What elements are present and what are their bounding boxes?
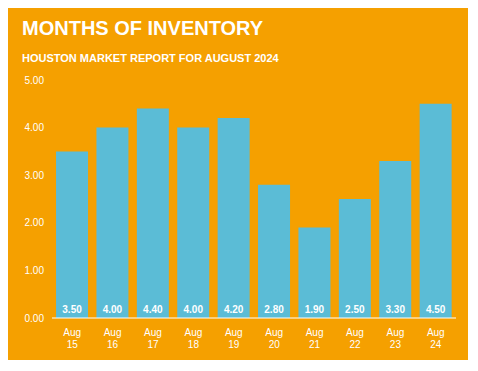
svg-text:Aug20: Aug20 bbox=[265, 327, 283, 350]
svg-text:2.80: 2.80 bbox=[264, 304, 284, 315]
svg-text:4.00: 4.00 bbox=[103, 304, 123, 315]
svg-text:Aug21: Aug21 bbox=[306, 327, 324, 350]
svg-text:1.00: 1.00 bbox=[25, 265, 45, 276]
svg-text:4.50: 4.50 bbox=[426, 304, 446, 315]
svg-text:Aug17: Aug17 bbox=[144, 327, 162, 350]
html-text:MONTHS OF INVENTORY: MONTHS OF INVENTORY bbox=[22, 17, 264, 39]
svg-text:1.90: 1.90 bbox=[305, 304, 325, 315]
svg-text:4.00: 4.00 bbox=[184, 304, 204, 315]
svg-text:Aug18: Aug18 bbox=[185, 327, 203, 350]
svg-text:4.40: 4.40 bbox=[143, 304, 163, 315]
svg-text:3.50: 3.50 bbox=[62, 304, 82, 315]
svg-text:3.30: 3.30 bbox=[386, 304, 406, 315]
svg-text:Aug16: Aug16 bbox=[104, 327, 122, 350]
svg-text:Aug19: Aug19 bbox=[225, 327, 243, 350]
svg-text:2.50: 2.50 bbox=[345, 304, 365, 315]
svg-text:Aug24: Aug24 bbox=[427, 327, 445, 350]
svg-text:2.00: 2.00 bbox=[25, 217, 45, 228]
svg-text:Aug22: Aug22 bbox=[346, 327, 364, 350]
svg-text:Aug23: Aug23 bbox=[387, 327, 405, 350]
svg-text:Aug15: Aug15 bbox=[63, 327, 81, 350]
svg-text:0.00: 0.00 bbox=[25, 313, 45, 324]
svg-text:4.00: 4.00 bbox=[25, 122, 45, 133]
html-text:HOUSTON MARKET REPORT FOR AUGU: HOUSTON MARKET REPORT FOR AUGUST 2024 bbox=[22, 52, 279, 64]
svg-text:3.00: 3.00 bbox=[25, 170, 45, 181]
svg-text:4.20: 4.20 bbox=[224, 304, 244, 315]
svg-text:5.00: 5.00 bbox=[25, 75, 45, 86]
